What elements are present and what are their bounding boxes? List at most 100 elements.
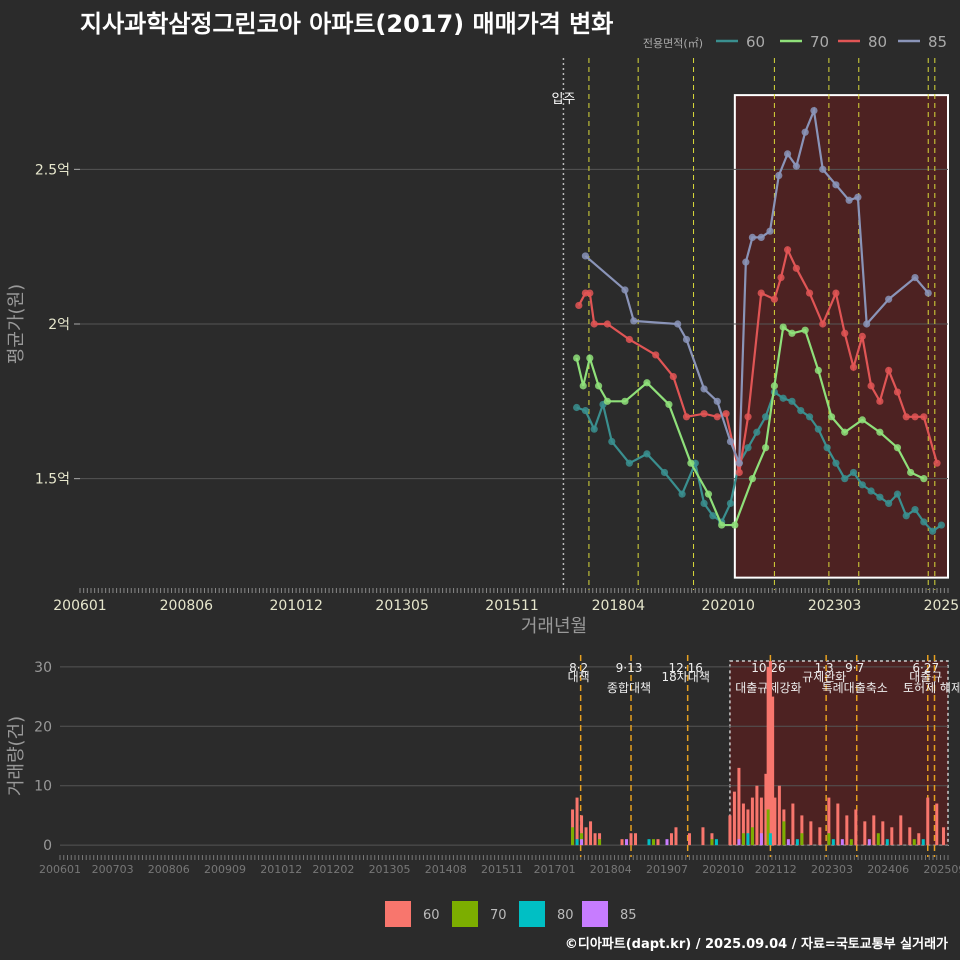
series-point-70	[858, 416, 866, 424]
series-point-70	[595, 382, 603, 390]
bottom-x-tick-label: 201202	[312, 863, 354, 876]
series-point-60	[814, 425, 822, 433]
policy-name-label: 대책	[568, 669, 590, 684]
series-point-70	[876, 428, 884, 436]
series-point-70	[731, 521, 739, 529]
volume-bar-60	[620, 839, 624, 846]
volume-bar-60	[728, 815, 732, 846]
series-point-80	[757, 289, 765, 297]
series-point-60	[841, 475, 849, 483]
series-point-80	[700, 410, 708, 418]
legend-label-60: 60	[746, 33, 765, 51]
series-point-80	[713, 413, 721, 421]
volume-bar-60	[863, 821, 867, 846]
volume-bar-80	[885, 839, 889, 846]
policy-name-label: 종합대책	[607, 680, 651, 695]
policy-name-label: 토허제 해제	[903, 681, 960, 695]
series-point-70	[762, 444, 770, 452]
volume-bar-80	[831, 839, 835, 846]
bottom-x-tick-label: 201907	[646, 863, 688, 876]
volume-bar-60	[827, 797, 831, 846]
volume-bar-60	[750, 797, 754, 846]
top-x-axis-title: 거래년월	[521, 616, 587, 637]
series-point-80	[744, 413, 752, 421]
series-point-60	[920, 518, 928, 526]
volume-bar-70	[876, 833, 880, 846]
series-point-85	[735, 459, 743, 467]
series-point-85	[810, 106, 818, 115]
volume-bar-60	[942, 827, 946, 846]
series-point-85	[854, 193, 862, 201]
top-x-tick-label: 202010	[702, 598, 755, 614]
series-point-70	[801, 326, 809, 334]
bottom-x-tick-label: 202112	[755, 863, 797, 876]
volume-bar-80	[575, 839, 579, 846]
volume-bar-60	[773, 797, 777, 846]
series-point-60	[797, 407, 805, 415]
series-point-70	[586, 354, 594, 362]
top-x-tick-label: 201804	[592, 598, 646, 614]
series-point-85	[726, 437, 735, 446]
footer-credit: ©디아파트(dapt.kr) / 2025.09.04 / 자료=국토교통부 실…	[564, 937, 948, 952]
series-point-85	[801, 128, 809, 136]
series-point-60	[823, 444, 831, 452]
series-point-60	[867, 487, 875, 495]
policy-date-label: 6·27	[912, 661, 939, 675]
series-point-70	[603, 397, 611, 405]
series-point-85	[757, 233, 765, 241]
policy-date-label: 1·3	[815, 661, 834, 675]
series-point-80	[819, 320, 827, 328]
series-point-85	[682, 335, 691, 344]
chart-title: 지사과학삼정그린코아 아파트(2017) 매매가격 변화	[80, 10, 614, 38]
volume-bar-60	[899, 815, 903, 846]
volume-bar-70	[766, 809, 770, 846]
bottom-x-tick-label: 201408	[425, 863, 467, 876]
volume-bar-60	[809, 821, 813, 846]
series-point-60	[753, 428, 761, 436]
move-in-label: 입주	[551, 92, 575, 107]
volume-bar-80	[746, 833, 750, 846]
series-point-70	[687, 459, 695, 467]
series-point-70	[665, 400, 673, 409]
volume-bar-70	[912, 839, 916, 846]
volume-bar-80	[921, 839, 925, 846]
bottom-x-tick-label: 201305	[369, 863, 411, 876]
series-point-85	[885, 295, 893, 303]
bottom-x-tick-label: 200909	[204, 863, 246, 876]
volume-bar-60	[836, 803, 840, 846]
volume-bar-60	[764, 773, 768, 846]
series-point-80	[682, 413, 691, 421]
policy-name-label: 18차대책	[661, 669, 709, 684]
series-point-85	[630, 317, 638, 325]
series-point-70	[788, 329, 796, 337]
series-point-80	[783, 246, 792, 254]
series-point-60	[660, 468, 669, 477]
series-point-60	[832, 459, 840, 467]
bottom-legend-label-85: 85	[620, 908, 637, 923]
series-point-70	[718, 521, 726, 529]
series-point-85	[713, 397, 721, 405]
series-point-70	[841, 428, 849, 436]
series-point-70	[643, 379, 651, 387]
series-point-70	[827, 413, 836, 421]
volume-bar-60	[777, 785, 781, 846]
series-point-70	[920, 475, 928, 483]
bottom-x-tick-label: 201701	[534, 863, 576, 876]
series-point-60	[893, 490, 902, 498]
series-point-70	[573, 354, 581, 362]
volume-bar-60	[634, 833, 638, 846]
series-point-60	[849, 468, 858, 477]
volume-bar-60	[771, 696, 775, 846]
volume-bar-60	[766, 666, 770, 846]
volume-bar-60	[746, 809, 750, 846]
bottom-y-tick-label: 20	[34, 719, 52, 735]
legend-title: 전용면적(㎡)	[643, 37, 703, 50]
series-point-70	[814, 366, 822, 374]
volume-bar-85	[737, 839, 741, 846]
volume-bar-60	[584, 827, 588, 846]
bottom-legend-swatch-60	[385, 901, 411, 927]
policy-name-label: 규제완화	[802, 670, 846, 684]
policy-date-label: 9·7	[845, 661, 864, 675]
volume-bar-60	[881, 821, 885, 846]
volume-bar-60	[669, 833, 673, 846]
